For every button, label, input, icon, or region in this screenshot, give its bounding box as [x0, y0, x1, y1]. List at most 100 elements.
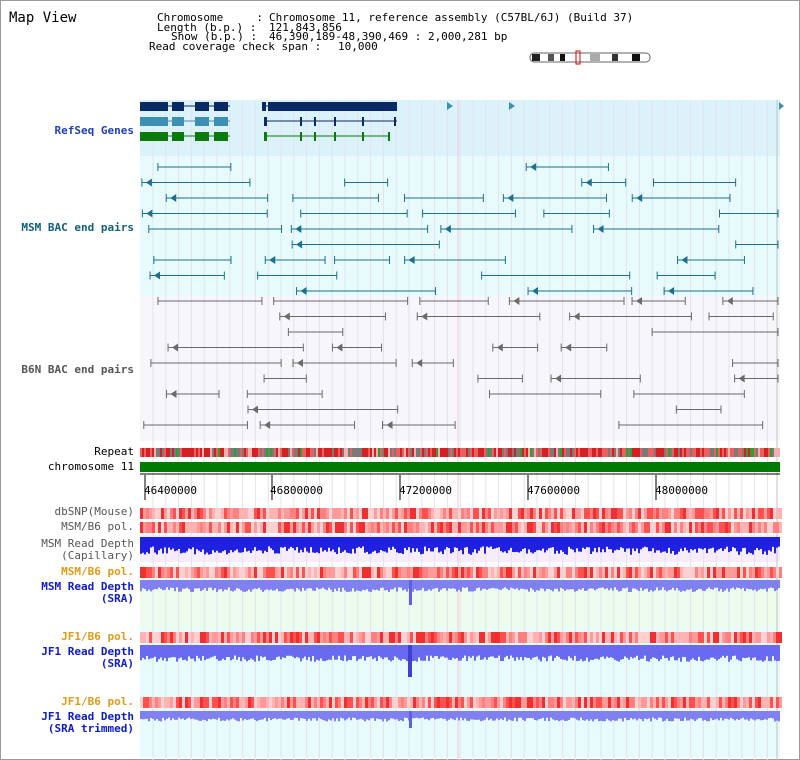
b6n-bac-end-pairs-label[interactable]: B6N BAC end pairs: [21, 363, 134, 376]
heat-segment: [254, 567, 257, 578]
msm-b6-pol-2-label[interactable]: MSM/B6 pol.: [61, 565, 134, 578]
heat-segment: [311, 508, 314, 519]
read-depth-bar: [678, 537, 680, 552]
heat-segment: [215, 508, 218, 519]
read-depth-bar: [322, 580, 324, 588]
read-depth-bar: [720, 711, 722, 718]
read-depth-bar: [634, 537, 636, 552]
read-depth-bar: [636, 580, 638, 590]
read-depth-bar: [348, 537, 350, 554]
read-depth-bar: [570, 645, 572, 659]
read-depth-bar: [312, 711, 314, 719]
repeat-segment: [476, 448, 478, 457]
read-depth-bar: [414, 645, 416, 661]
read-depth-bar: [366, 580, 368, 590]
repeat-segment: [222, 448, 224, 457]
read-depth-bar: [750, 537, 752, 554]
read-depth-bar: [224, 645, 226, 661]
heat-segment: [428, 567, 431, 578]
read-depth-bar: [676, 711, 678, 719]
msm-read-depth-sra-label[interactable]: MSM Read Depth: [41, 580, 134, 593]
read-depth-bar: [504, 537, 506, 552]
read-depth-bar: [294, 645, 296, 659]
read-depth-bar: [680, 580, 682, 592]
read-depth-bar: [604, 580, 606, 590]
read-depth-bar: [638, 580, 640, 592]
jf1-b6-pol-2-label[interactable]: JF1/B6 pol.: [61, 695, 134, 708]
show-value: 46,390,189-48,390,469 : 2,000,281 bp: [269, 30, 508, 43]
read-depth-bar: [404, 645, 406, 660]
read-depth-bar: [428, 645, 430, 661]
heat-segment: [761, 632, 764, 643]
heat-segment: [737, 508, 740, 519]
repeat-segment: [180, 448, 182, 457]
repeat-segment: [494, 448, 496, 457]
read-depth-bar: [512, 537, 514, 552]
read-depth-bar: [482, 711, 484, 721]
read-depth-bar: [196, 645, 198, 656]
read-depth-bar: [560, 580, 562, 588]
heat-segment: [212, 697, 215, 708]
repeat-segment: [262, 448, 264, 457]
heat-segment: [500, 522, 503, 533]
read-depth-bar: [600, 580, 602, 588]
read-depth-bar: [170, 537, 172, 550]
read-depth-bar: [554, 580, 556, 589]
heat-segment: [221, 508, 224, 519]
read-depth-bar: [544, 580, 546, 592]
jf1-read-depth-trimmed-label[interactable]: JF1 Read Depth: [41, 710, 134, 723]
read-depth-bar: [460, 537, 462, 550]
heat-segment: [611, 522, 614, 533]
read-depth-bar: [684, 580, 686, 592]
read-depth-bar: [632, 645, 634, 659]
refseq-genes-label[interactable]: RefSeq Genes: [54, 124, 134, 137]
heat-segment: [509, 508, 512, 519]
read-depth-bar: [438, 580, 440, 592]
heat-segment: [203, 522, 206, 533]
heat-segment: [416, 697, 419, 708]
heat-segment: [323, 567, 326, 578]
read-depth-bar: [652, 537, 654, 549]
read-depth-bar: [588, 537, 590, 548]
heat-segment: [332, 522, 335, 533]
msm-bac-end-pairs-label[interactable]: MSM BAC end pairs: [21, 221, 134, 234]
msm-read-depth-capillary-label[interactable]: MSM Read Depth: [41, 537, 134, 550]
heat-segment: [524, 697, 527, 708]
jf1-read-depth-sra-label[interactable]: JF1 Read Depth: [41, 645, 134, 658]
repeat-segment: [504, 448, 506, 457]
read-depth-bar: [594, 537, 596, 548]
heat-segment: [164, 522, 167, 533]
read-depth-bar: [488, 537, 490, 548]
heat-segment: [425, 697, 428, 708]
heat-segment: [767, 697, 770, 708]
read-depth-bar: [480, 645, 482, 660]
heat-segment: [368, 508, 371, 519]
read-depth-bar: [422, 645, 424, 661]
repeat-segment: [152, 448, 154, 457]
dbsnp-label[interactable]: dbSNP(Mouse): [54, 505, 134, 518]
read-depth-bar: [526, 645, 528, 658]
heat-segment: [767, 508, 770, 519]
gene-exon: [334, 117, 336, 126]
heat-segment: [320, 632, 323, 643]
heat-segment: [533, 697, 536, 708]
heat-segment: [650, 522, 653, 533]
read-depth-bar: [202, 711, 204, 720]
bac-pair-arrow: [668, 287, 675, 295]
read-depth-bar: [294, 580, 296, 592]
heat-segment: [569, 697, 572, 708]
read-depth-bar: [304, 580, 306, 591]
read-depth-bar: [688, 580, 690, 590]
repeat-segment: [772, 448, 774, 457]
jf1-b6-pol-label[interactable]: JF1/B6 pol.: [61, 630, 134, 643]
heat-segment: [608, 508, 611, 519]
heat-segment: [551, 632, 554, 643]
heat-segment: [179, 632, 182, 643]
read-depth-bar: [576, 580, 578, 591]
heat-segment: [608, 632, 611, 643]
heat-segment: [488, 567, 491, 578]
read-depth-bar: [508, 537, 510, 551]
read-depth-bar: [416, 645, 418, 662]
msm-b6-pol-label[interactable]: MSM/B6 pol.: [61, 520, 134, 533]
